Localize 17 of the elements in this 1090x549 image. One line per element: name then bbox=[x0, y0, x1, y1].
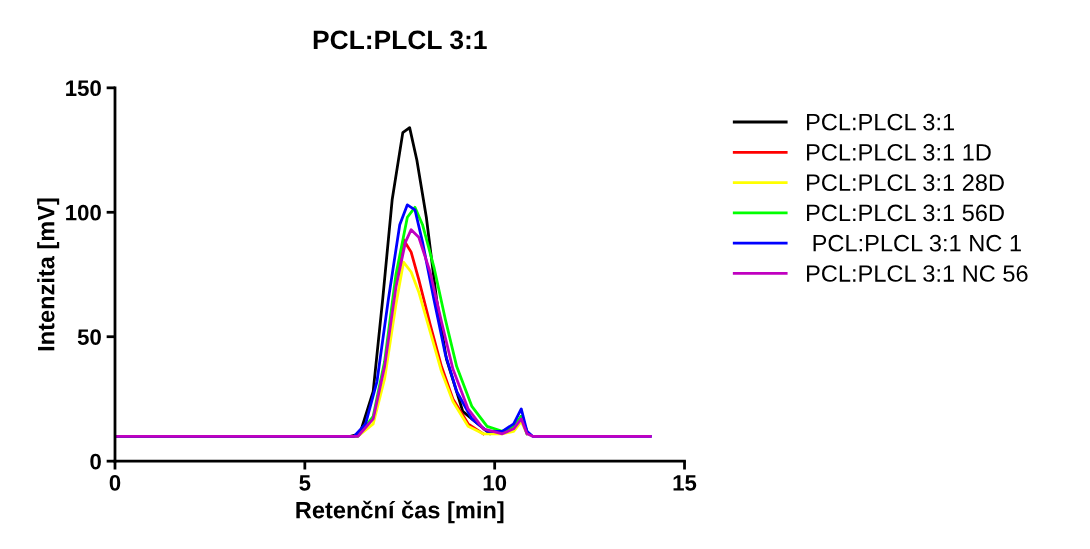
legend-label: PCL:PLCL 3:1 NC 56 bbox=[807, 265, 1028, 282]
legend-label: PCL:PLCL 3:1 bbox=[807, 113, 954, 131]
legend-label: PCL:PLCL 3:1 28D bbox=[807, 174, 1004, 192]
x-tick-label: 0 bbox=[109, 474, 121, 491]
legend-label: PCL:PLCL 3:1 NC 1 bbox=[813, 234, 1021, 252]
x-tick-label: 15 bbox=[673, 475, 697, 491]
x-tick-label: 5 bbox=[299, 475, 311, 491]
y-tick-label: 150 bbox=[66, 80, 101, 97]
y-tick-label: 50 bbox=[77, 329, 101, 345]
chart-title: PCL:PLCL 3:1 bbox=[313, 30, 487, 50]
y-tick-label: 0 bbox=[90, 453, 101, 470]
y-tick-label: 100 bbox=[66, 204, 101, 221]
legend-label: PCL:PLCL 3:1 56D bbox=[807, 204, 1004, 222]
legend-label: PCL:PLCL 3:1 1D bbox=[807, 144, 991, 161]
x-tick-label: 10 bbox=[483, 474, 507, 491]
x-axis-title: Retenční čas [min] bbox=[296, 500, 504, 524]
y-axis-title: Intenzita [mV] bbox=[37, 198, 60, 351]
